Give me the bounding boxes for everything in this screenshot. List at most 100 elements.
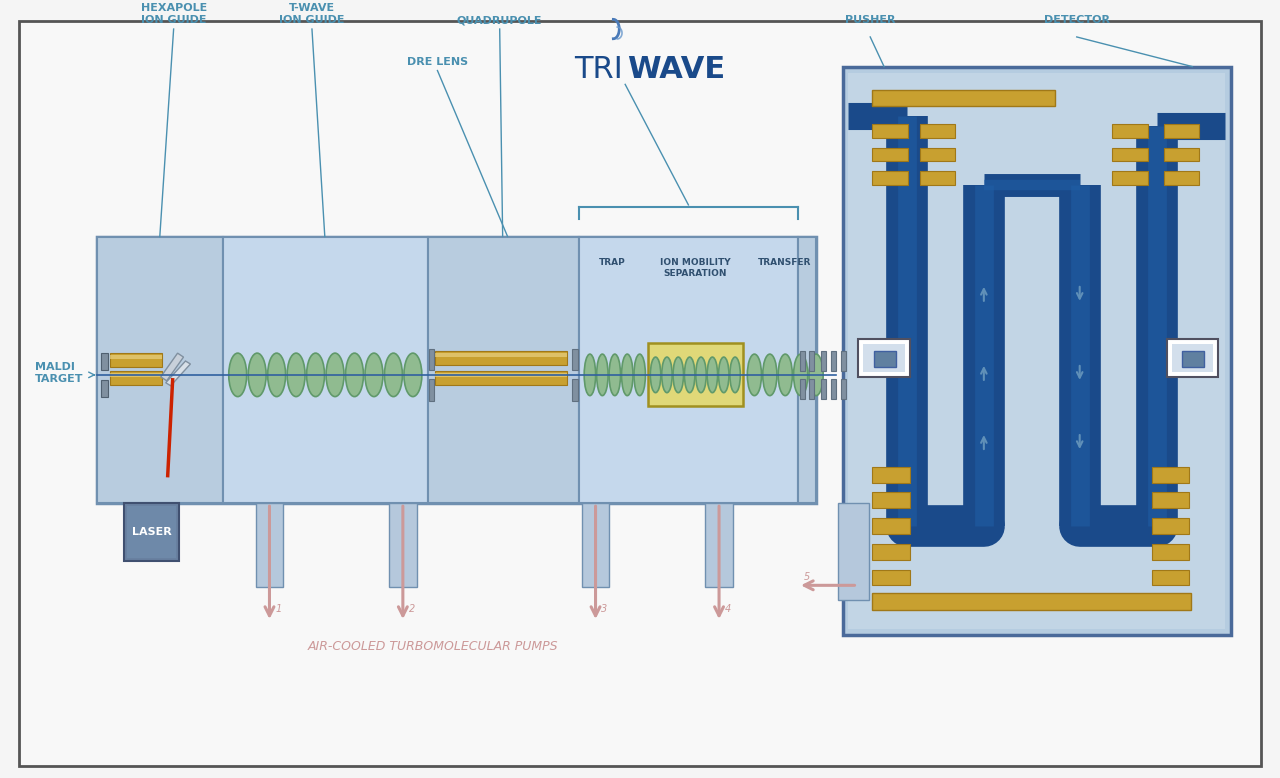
Bar <box>223 237 428 503</box>
Bar <box>872 90 1055 106</box>
Bar <box>1112 124 1148 138</box>
Bar <box>256 503 283 587</box>
Bar <box>1152 492 1189 508</box>
Bar <box>1112 148 1148 162</box>
Text: 1: 1 <box>275 604 282 614</box>
Ellipse shape <box>365 353 383 397</box>
Bar <box>572 380 577 401</box>
Bar <box>842 67 1231 635</box>
Bar <box>872 569 910 585</box>
Bar <box>428 237 579 503</box>
Text: WAVE: WAVE <box>627 54 726 84</box>
Text: TRAP: TRAP <box>599 258 626 268</box>
Bar <box>110 373 161 377</box>
Text: PUSHER: PUSHER <box>845 15 896 25</box>
Bar <box>1152 467 1189 482</box>
Ellipse shape <box>584 354 595 396</box>
Bar <box>1164 171 1199 185</box>
Ellipse shape <box>748 354 762 396</box>
Ellipse shape <box>763 354 777 396</box>
Ellipse shape <box>707 357 718 393</box>
Ellipse shape <box>248 353 266 397</box>
Bar <box>648 343 742 406</box>
Bar <box>96 237 815 503</box>
Bar <box>863 344 905 372</box>
Ellipse shape <box>622 354 634 396</box>
Bar <box>800 351 805 371</box>
Bar <box>1183 351 1204 367</box>
Bar <box>841 379 846 398</box>
Ellipse shape <box>346 353 364 397</box>
Bar <box>1164 124 1199 138</box>
Text: TRANSFER: TRANSFER <box>758 258 812 268</box>
Bar <box>872 467 910 482</box>
Bar <box>872 544 910 559</box>
Bar <box>389 503 417 587</box>
Bar <box>872 148 908 162</box>
Text: DETECTOR: DETECTOR <box>1043 15 1110 25</box>
Ellipse shape <box>650 357 660 393</box>
Bar <box>831 351 836 371</box>
Bar <box>1152 569 1189 585</box>
Ellipse shape <box>730 357 740 393</box>
Text: TRI: TRI <box>575 54 623 84</box>
Bar <box>841 351 846 371</box>
Ellipse shape <box>718 357 730 393</box>
Ellipse shape <box>634 354 645 396</box>
Bar <box>1152 518 1189 534</box>
Bar <box>579 237 799 503</box>
Bar <box>435 371 567 385</box>
Bar <box>435 353 567 357</box>
Bar <box>872 492 910 508</box>
Ellipse shape <box>384 353 402 397</box>
Ellipse shape <box>268 353 285 397</box>
Bar <box>872 518 910 534</box>
Bar <box>872 124 908 138</box>
Bar <box>705 503 733 587</box>
Bar <box>831 379 836 398</box>
Ellipse shape <box>287 353 305 397</box>
Text: AIR-COOLED TURBOMOLECULAR PUMPS: AIR-COOLED TURBOMOLECULAR PUMPS <box>307 640 558 653</box>
Ellipse shape <box>809 354 823 396</box>
Ellipse shape <box>596 354 608 396</box>
Bar <box>822 379 827 398</box>
Ellipse shape <box>696 357 707 393</box>
Bar <box>1164 148 1199 162</box>
Bar <box>1112 171 1148 185</box>
Bar <box>919 148 955 162</box>
Bar <box>799 237 815 503</box>
Bar <box>429 380 434 401</box>
Bar <box>435 373 567 377</box>
Ellipse shape <box>685 357 695 393</box>
Bar <box>919 171 955 185</box>
Bar <box>435 351 567 365</box>
Text: 2: 2 <box>408 604 415 614</box>
Text: ION MOBILITY
SEPARATION: ION MOBILITY SEPARATION <box>660 258 731 278</box>
Ellipse shape <box>662 357 672 393</box>
Bar <box>572 349 577 370</box>
Text: 5: 5 <box>804 573 810 583</box>
Text: 4: 4 <box>724 604 731 614</box>
Bar <box>872 171 908 185</box>
Polygon shape <box>161 353 183 380</box>
Ellipse shape <box>229 353 247 397</box>
Bar <box>110 353 161 367</box>
Bar <box>872 594 1192 610</box>
Ellipse shape <box>794 354 808 396</box>
Text: MALDI
TARGET: MALDI TARGET <box>36 362 83 384</box>
Bar <box>1171 344 1213 372</box>
Bar <box>859 339 910 377</box>
Bar <box>809 351 814 371</box>
Bar <box>1166 339 1219 377</box>
Polygon shape <box>165 361 191 386</box>
Ellipse shape <box>404 353 422 397</box>
Text: QUADRUPOLE: QUADRUPOLE <box>457 15 543 25</box>
Ellipse shape <box>609 354 621 396</box>
Ellipse shape <box>673 357 684 393</box>
Bar <box>849 72 1225 629</box>
Text: 3: 3 <box>602 604 608 614</box>
Text: DRE LENS: DRE LENS <box>407 57 468 67</box>
Ellipse shape <box>307 353 325 397</box>
Ellipse shape <box>326 353 344 397</box>
Bar <box>110 371 161 385</box>
